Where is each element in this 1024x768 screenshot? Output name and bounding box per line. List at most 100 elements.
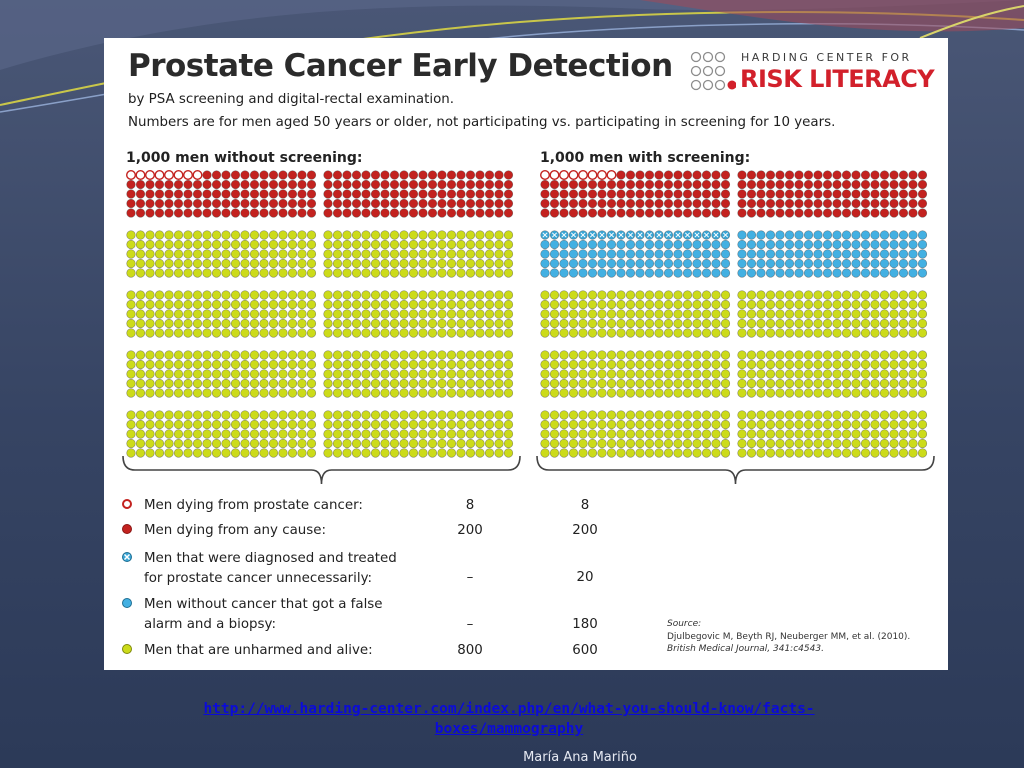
person-dot-alive xyxy=(775,369,785,379)
person-dot-false-alarm xyxy=(549,239,560,250)
person-dot-alive xyxy=(917,369,928,379)
person-dot-alive xyxy=(475,438,485,449)
person-dot-alive xyxy=(540,438,550,449)
person-dot-dead xyxy=(606,169,617,180)
person-dot-dead xyxy=(306,189,317,199)
source-url-link[interactable]: http://www.harding-center.com/index.php/… xyxy=(203,701,815,737)
person-dot-alive xyxy=(494,268,504,278)
person-dot-dead xyxy=(192,208,203,218)
person-dot-false-alarm xyxy=(756,249,766,259)
person-dot-alive xyxy=(249,318,260,329)
person-dot-alive xyxy=(794,419,804,430)
person-dot-alive xyxy=(221,328,231,338)
person-dot-alive xyxy=(720,299,731,310)
person-dot-alive xyxy=(135,309,146,319)
person-dot-false-alarm xyxy=(841,258,852,269)
person-dot-alive xyxy=(606,328,617,338)
person-dot-alive xyxy=(351,230,362,240)
person-dot-alive xyxy=(879,309,890,319)
person-dot-dead xyxy=(794,208,804,218)
person-dot-alive xyxy=(306,328,317,338)
person-dot-alive xyxy=(221,359,231,370)
person-dot-alive xyxy=(437,318,447,329)
person-dot-dead xyxy=(737,208,747,218)
person-dot-alive xyxy=(240,299,250,310)
person-dot-dead xyxy=(446,198,457,209)
person-dot-alive xyxy=(332,378,343,389)
person-dot-alive xyxy=(145,359,155,370)
person-dot-alive xyxy=(794,328,804,338)
person-dot-alive xyxy=(446,359,457,370)
person-dot-dead xyxy=(549,189,560,199)
person-dot-dead xyxy=(711,170,721,180)
person-dot-alive xyxy=(765,419,776,430)
person-dot-alive xyxy=(297,299,307,310)
person-dot-alive xyxy=(259,230,269,240)
person-dot-alive xyxy=(126,388,136,398)
person-dot-alive xyxy=(559,328,569,338)
person-dot-alive xyxy=(841,309,852,319)
person-dot-alive xyxy=(720,350,731,360)
person-dot-alive xyxy=(851,309,861,319)
person-dot-alive xyxy=(465,268,476,278)
person-dot-alive xyxy=(475,299,485,310)
person-dot-false-alarm xyxy=(559,249,569,259)
person-dot-alive xyxy=(268,328,279,338)
person-dot-alive xyxy=(399,438,409,449)
person-dot-alive xyxy=(503,388,514,398)
person-dot-alive xyxy=(644,438,655,449)
person-dot-alive xyxy=(720,378,731,389)
person-dot-alive xyxy=(765,448,776,458)
person-dot-alive xyxy=(154,309,165,319)
person-dot-alive xyxy=(484,429,495,439)
person-dot-alive xyxy=(711,410,721,420)
person-dot-dead xyxy=(765,189,776,199)
person-dot-alive xyxy=(673,290,683,300)
person-dot-alive xyxy=(756,328,766,338)
person-dot-alive xyxy=(692,359,702,370)
person-dot-alive xyxy=(183,378,193,389)
person-dot-alive xyxy=(756,448,766,458)
person-dot-alive xyxy=(701,419,712,430)
person-dot-alive xyxy=(917,438,928,449)
person-dot-alive xyxy=(701,350,712,360)
person-dot-dead xyxy=(803,179,814,190)
person-dot-alive xyxy=(616,448,626,458)
person-dot-alive xyxy=(380,369,390,379)
person-dot-alive xyxy=(635,299,645,310)
person-dot-alive xyxy=(540,410,550,420)
person-dot-dead xyxy=(126,198,136,209)
person-dot-alive xyxy=(832,429,842,439)
person-dot-alive xyxy=(673,419,683,430)
person-dot-alive xyxy=(908,328,918,338)
person-dot-alive xyxy=(183,299,193,310)
person-dot-alive xyxy=(540,378,550,389)
person-dot-alive xyxy=(230,388,241,398)
person-dot-alive xyxy=(418,318,428,329)
person-dot-alive xyxy=(297,378,307,389)
person-dot-alive xyxy=(173,388,184,398)
person-dot-false-alarm xyxy=(692,268,702,278)
person-dot-alive xyxy=(692,378,702,389)
person-dot-alive xyxy=(822,290,833,300)
person-dot-alive xyxy=(446,309,457,319)
person-dot-alive xyxy=(154,249,165,259)
person-dot-dead xyxy=(361,208,371,218)
person-dot-alive xyxy=(559,388,569,398)
person-dot-alive xyxy=(240,438,250,449)
person-dot-alive xyxy=(240,249,250,259)
person-dot-alive xyxy=(711,290,721,300)
person-dot-alive xyxy=(540,359,550,370)
person-dot-alive xyxy=(342,318,352,329)
person-dot-alive xyxy=(306,359,317,370)
person-dot-alive xyxy=(540,328,550,338)
person-dot-alive xyxy=(456,438,466,449)
person-dot-alive xyxy=(342,369,352,379)
person-dot-dead xyxy=(211,198,222,209)
person-dot-dead xyxy=(879,170,890,180)
author-name: María Ana Mariño xyxy=(523,750,637,765)
person-dot-alive xyxy=(211,438,222,449)
person-dot-alive xyxy=(851,410,861,420)
person-dot-dead xyxy=(616,170,626,180)
person-dot-alive xyxy=(917,350,928,360)
